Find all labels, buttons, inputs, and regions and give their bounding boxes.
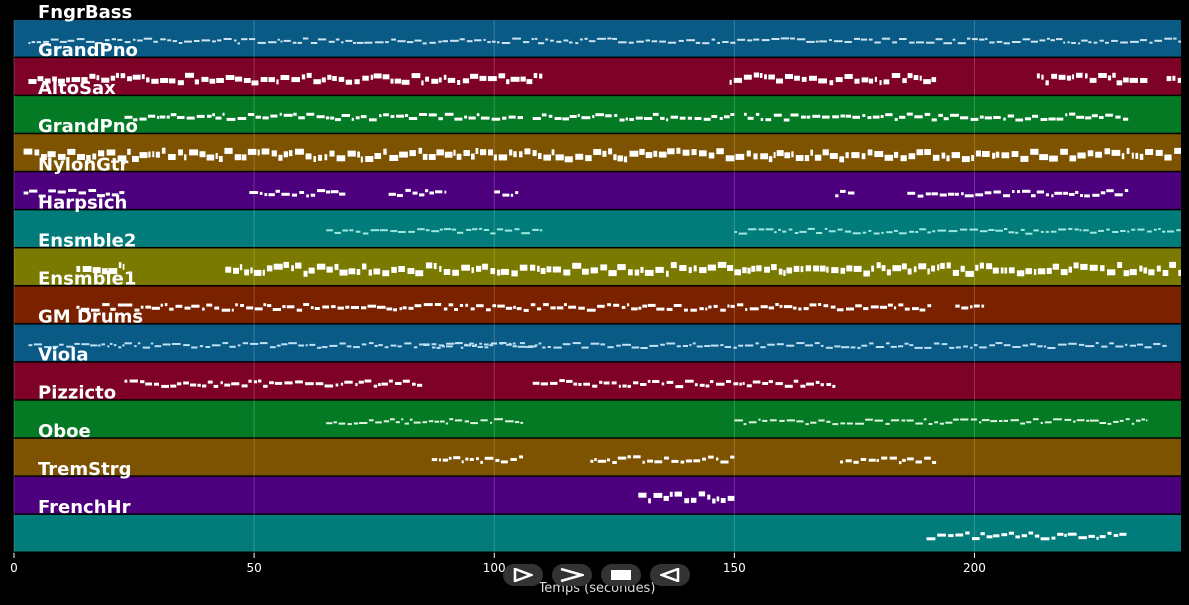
- track-background: [14, 476, 1181, 514]
- note-segment: [422, 342, 538, 349]
- track-background: [14, 210, 1181, 247]
- track-row: FngrBass: [14, 2, 1181, 57]
- note-segment: [326, 418, 524, 426]
- track-label: FngrBass: [38, 2, 132, 23]
- track-row: Oboe: [14, 421, 1181, 476]
- note-segment: [431, 455, 523, 464]
- track-label: NylonGtr: [38, 154, 129, 175]
- tick-label: 150: [723, 561, 746, 575]
- play-button[interactable]: [503, 564, 543, 586]
- track-label: Ensmble1: [38, 269, 136, 290]
- note-segment: [590, 455, 735, 464]
- grid-lines: [13, 20, 975, 553]
- tick-label: 0: [10, 561, 18, 575]
- track-row: Ensmble1: [14, 269, 1181, 324]
- track-label: GrandPno: [38, 40, 138, 61]
- track-background: [14, 362, 1181, 400]
- note-segment: [28, 72, 543, 86]
- note-segment: [955, 304, 985, 310]
- tick-label: 200: [963, 561, 986, 575]
- track-background: [14, 438, 1181, 476]
- note-segment: [907, 189, 1129, 198]
- track-row: Viola: [14, 345, 1181, 400]
- note-segment: [734, 227, 1181, 235]
- note-segment: [835, 189, 855, 198]
- track-background: [14, 286, 1181, 324]
- track-row: NylonGtr: [14, 154, 1181, 209]
- track-row: FrenchHr: [14, 497, 1181, 552]
- track-label: TremStrg: [38, 459, 131, 480]
- forward-button[interactable]: [552, 564, 592, 586]
- note-segment: [734, 418, 1148, 426]
- note-segment: [388, 188, 447, 197]
- track-row: Pizzicto: [14, 383, 1181, 438]
- track-label: GM Drums: [38, 307, 143, 328]
- note-segment: [28, 342, 125, 349]
- note-segment: [729, 72, 937, 86]
- track-rows: FngrBass GrandPno AltoSax GrandPno NylonGtr H…: [14, 2, 1181, 552]
- track-label: Viola: [38, 345, 88, 366]
- note-segment: [23, 188, 125, 198]
- note-segment: [638, 491, 735, 504]
- track-row: Ensmble2: [14, 230, 1181, 285]
- chevron-right-icon: [560, 568, 584, 582]
- track-row: TremStrg: [14, 459, 1181, 514]
- rewind-button[interactable]: [650, 564, 690, 586]
- note-segment: [1166, 75, 1181, 83]
- note-segment: [532, 379, 836, 389]
- track-background: [14, 400, 1181, 438]
- note-segment: [28, 37, 1181, 45]
- note-segment: [76, 262, 125, 275]
- rewind-icon: [660, 568, 680, 582]
- note-segment: [744, 112, 1129, 122]
- track-row: AltoSax: [14, 78, 1181, 133]
- track-background: [14, 58, 1181, 95]
- note-segment: [926, 531, 1127, 541]
- note-segment: [225, 261, 1181, 277]
- note-segment: [124, 379, 423, 388]
- track-label: Harpsich: [38, 192, 127, 213]
- note-segment: [124, 303, 932, 312]
- note-segment: [23, 147, 1181, 163]
- note-segment: [249, 189, 346, 198]
- note-segment: [326, 227, 543, 235]
- track-row: GrandPno: [14, 40, 1181, 95]
- track-label: AltoSax: [38, 78, 116, 99]
- track-label: FrenchHr: [38, 497, 131, 518]
- stop-button[interactable]: [601, 564, 641, 586]
- play-icon: [513, 568, 533, 582]
- track-row: GM Drums: [14, 307, 1181, 362]
- track-label: Oboe: [38, 421, 91, 442]
- tick-label: 50: [246, 561, 261, 575]
- track-background: [14, 514, 1181, 552]
- note-segment: [124, 112, 523, 122]
- track-label: GrandPno: [38, 116, 138, 137]
- track-background: [14, 172, 1181, 209]
- note-segment: [76, 303, 125, 312]
- track-background: [14, 248, 1181, 285]
- track-row: Harpsich: [14, 192, 1181, 247]
- tick-label: 100: [483, 561, 506, 575]
- track-label: Ensmble2: [38, 230, 136, 251]
- note-segment: [840, 456, 937, 465]
- stop-icon: [611, 570, 631, 580]
- x-axis: 0 50 100 150 200: [10, 553, 986, 575]
- note-segment: [494, 190, 519, 197]
- track-label: Pizzicto: [38, 383, 116, 404]
- note-segment: [1036, 72, 1148, 86]
- note-segment: [532, 112, 735, 122]
- playback-controls: [503, 564, 690, 588]
- track-row: GrandPno: [14, 116, 1181, 171]
